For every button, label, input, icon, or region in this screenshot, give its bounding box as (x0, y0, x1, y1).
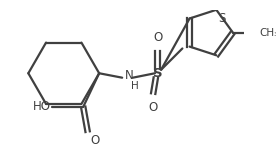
Text: H: H (131, 81, 139, 91)
Text: N: N (125, 69, 134, 82)
Text: S: S (153, 67, 162, 80)
Text: CH₃: CH₃ (259, 28, 276, 38)
Text: HO: HO (33, 100, 51, 113)
Text: S: S (218, 12, 225, 25)
Text: O: O (153, 31, 162, 44)
Text: O: O (90, 134, 100, 147)
Text: O: O (148, 101, 158, 114)
